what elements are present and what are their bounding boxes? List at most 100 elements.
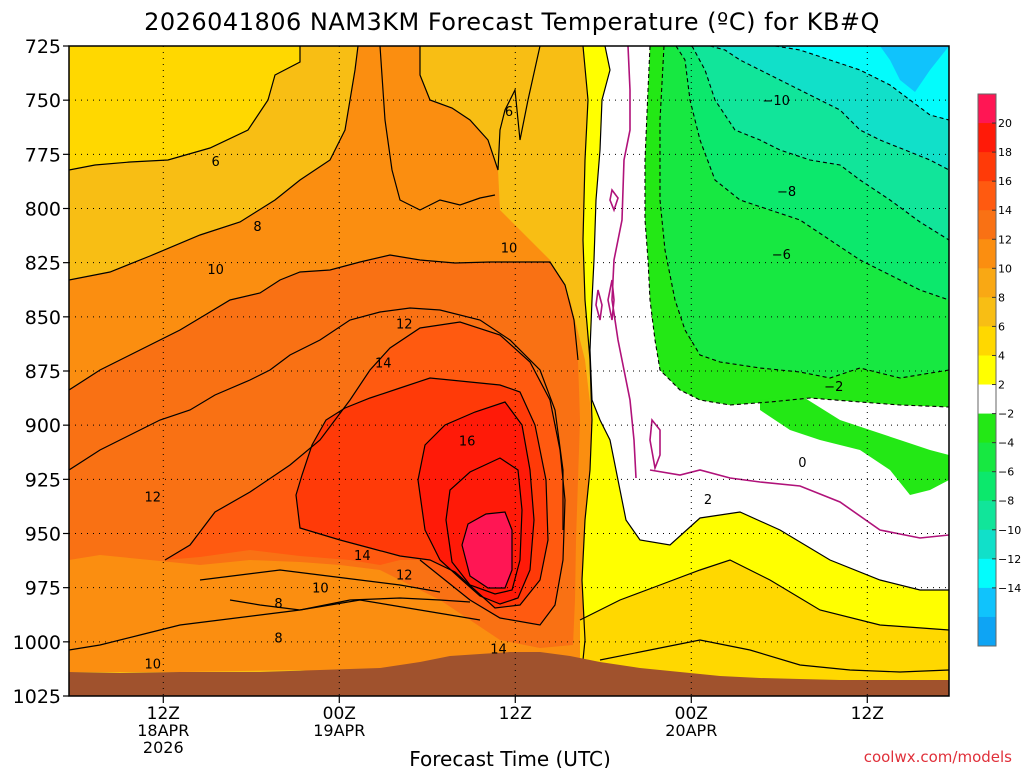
contour-label: −6 <box>772 248 791 263</box>
contour-6-lower <box>599 639 949 673</box>
band-4-6 <box>69 46 300 170</box>
watermark: coolwx.com/models <box>864 748 1012 766</box>
contour-10-lower <box>69 597 471 651</box>
contour-18 <box>417 401 535 605</box>
colorbar-label: 20 <box>998 117 1012 130</box>
colorbar-swatch <box>978 413 996 444</box>
colorbar-label: 2 <box>998 379 1005 392</box>
contour-12 <box>69 307 564 530</box>
freezing-contours <box>595 46 949 539</box>
colorbar-swatch <box>978 152 996 182</box>
contour-0-b <box>649 469 949 539</box>
colorbar: 20 18 16 14 12 10 8 6 4 2 −2 −4 −6 −8 −10 −12 −14 <box>977 93 1021 647</box>
y-tick-label: 725 <box>25 36 61 58</box>
colorbar-swatch <box>978 181 996 211</box>
contour-label: 6 <box>212 155 220 170</box>
colorbar-label: −14 <box>998 582 1021 595</box>
contour-label-text: 8 <box>274 597 282 612</box>
contour-label: −2 <box>824 380 843 395</box>
contour-label: 14 <box>375 356 392 371</box>
contour-label-text: 2 <box>704 493 712 508</box>
colorbar-label: 12 <box>998 233 1012 246</box>
contour-0-d <box>607 279 615 321</box>
contour-0-e <box>609 188 619 213</box>
contour-label-text: −10 <box>762 94 789 109</box>
y-tick-label: 1025 <box>13 686 61 708</box>
band-neg14 <box>880 46 949 92</box>
contour-20 <box>445 457 523 595</box>
contour-label: 6 <box>505 105 513 120</box>
contour-neg8 <box>691 46 949 241</box>
colorbar-swatch <box>978 529 996 560</box>
contour-label: 16 <box>459 434 476 449</box>
y-tick-label: 825 <box>25 253 61 275</box>
contour-label-text: 8 <box>253 220 261 235</box>
band-0 <box>590 46 949 590</box>
contour-labels: 6 6 8 10 10 12 14 16 12 14 10 12 8 8 14 10 −10 −8 −6 −2 0 2 <box>145 94 844 672</box>
colorbar-swatch <box>978 210 996 240</box>
contour-neg4 <box>659 46 949 379</box>
contour-label: 10 <box>501 242 518 257</box>
colorbar-label: −6 <box>998 466 1014 479</box>
contour-label-text: 0 <box>798 456 806 471</box>
contour-label-text: 6 <box>212 155 220 170</box>
contour-lines <box>69 46 949 691</box>
x-tick-date: 18APR <box>137 721 189 740</box>
contour-label: 10 <box>145 658 162 673</box>
contour-neg2 <box>644 46 949 408</box>
gridlines <box>69 46 949 696</box>
colorbar-swatch <box>978 326 996 356</box>
contour-label-text: 10 <box>207 263 224 278</box>
colorbar-label: 14 <box>998 204 1012 217</box>
x-tick-label: 12Z <box>499 704 532 724</box>
plot-area <box>69 46 949 696</box>
band-20-plus <box>462 512 512 588</box>
band-neg2-lower <box>760 395 949 495</box>
contour-label: 14 <box>490 642 507 657</box>
contour-6 <box>69 46 301 171</box>
contour-8-lower2 <box>229 599 481 621</box>
colorbar-label: 6 <box>998 320 1005 333</box>
y-axis: 725 750 775 800 825 850 875 900 925 950 975 1000 102… <box>13 36 69 708</box>
colorbar-swatch <box>978 616 996 647</box>
contour-8 <box>69 46 359 281</box>
contour-label-text: 12 <box>145 491 162 506</box>
negative-contours <box>644 46 949 408</box>
colorbar-swatch <box>978 94 996 124</box>
contour-8-lower <box>199 569 441 593</box>
contour-label: 0 <box>798 456 806 471</box>
y-tick-label: 850 <box>25 307 61 329</box>
colorbar-swatch <box>978 471 996 502</box>
contour-neg12 <box>774 46 949 121</box>
colorbar-label: −4 <box>998 437 1014 450</box>
contour-label-text: 12 <box>396 317 413 332</box>
contour-neg10 <box>709 46 949 171</box>
contour-label-text: 12 <box>396 569 413 584</box>
colorbar-swatch <box>978 239 996 269</box>
contour-label-text: −6 <box>772 248 791 263</box>
colorbar-label: −8 <box>998 495 1014 508</box>
colorbar-label: −10 <box>998 524 1021 537</box>
colorbar-label: 18 <box>998 146 1012 159</box>
y-tick-label: 975 <box>25 578 61 600</box>
band-lower-right <box>580 560 949 696</box>
contour-label: 14 <box>354 549 371 564</box>
colorbar-frame <box>977 93 997 647</box>
contour-label: 10 <box>312 582 329 597</box>
x-tick-label: 00Z <box>675 704 708 724</box>
contour-22 <box>461 511 513 589</box>
x-tick-year: 2026 <box>143 738 184 757</box>
contour-2b <box>589 46 949 591</box>
y-tick-label: 1000 <box>13 632 61 654</box>
colorbar-swatch <box>978 587 996 618</box>
colorbar-swatch <box>978 558 996 589</box>
contour-label-text: 8 <box>274 632 282 647</box>
contour-label: 8 <box>274 597 282 612</box>
contour-label-text: 10 <box>145 658 162 673</box>
contour-label-text: 10 <box>312 582 329 597</box>
contour-label: 12 <box>396 317 413 332</box>
contour-neg6 <box>675 46 949 301</box>
contour-16 <box>295 377 549 609</box>
